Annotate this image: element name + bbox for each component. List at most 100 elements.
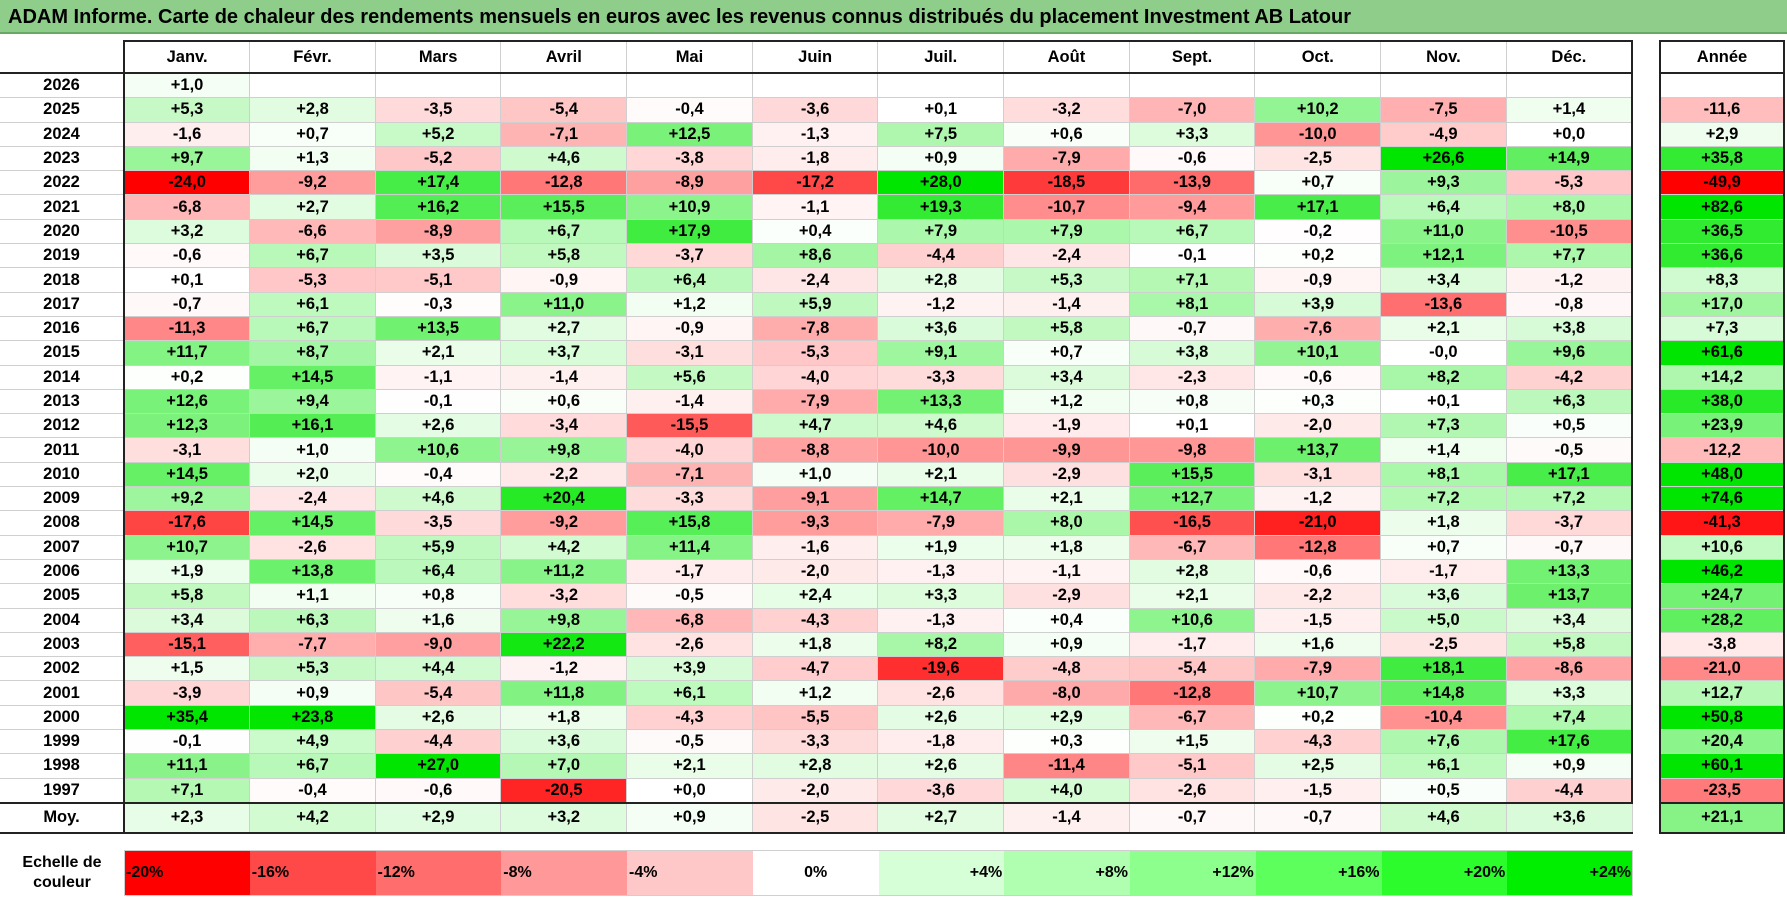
heatmap-cell: +9,4 bbox=[249, 388, 376, 415]
heatmap-cell: -7,8 bbox=[751, 315, 879, 342]
heatmap-cell: -0,4 bbox=[249, 777, 376, 804]
heatmap-cell: -3,3 bbox=[626, 486, 753, 512]
heatmap-cell: +6,7 bbox=[249, 243, 376, 269]
heatmap-cell: +0,8 bbox=[1128, 388, 1256, 415]
heatmap-cell: +0,0 bbox=[1505, 121, 1633, 147]
heatmap-cell: +4,6 bbox=[877, 413, 1005, 439]
heatmap-cell: -6,8 bbox=[123, 194, 251, 220]
year-label: 2024 bbox=[0, 121, 125, 147]
heatmap-cell: +7,5 bbox=[877, 121, 1005, 147]
year-label: 2007 bbox=[0, 534, 125, 560]
heatmap-cell: -7,9 bbox=[751, 388, 879, 415]
heatmap-cell: +10,6 bbox=[374, 437, 502, 463]
year-label: 2002 bbox=[0, 656, 125, 682]
heatmap-cell: -6,8 bbox=[626, 607, 753, 633]
heatmap-cell: -5,3 bbox=[1505, 170, 1633, 196]
year-label: 2020 bbox=[0, 218, 125, 245]
heatmap-cell: +6,4 bbox=[1380, 194, 1507, 220]
heatmap-cell: +0,6 bbox=[1003, 121, 1130, 147]
heatmap-cell: -1,7 bbox=[1128, 631, 1256, 658]
heatmap-cell: +2,8 bbox=[877, 267, 1005, 293]
heatmap-cell: -7,1 bbox=[626, 461, 753, 488]
heatmap-cell: +0,9 bbox=[1505, 753, 1633, 779]
heatmap-cell: +3,4 bbox=[1505, 607, 1633, 633]
heatmap-cell: -1,7 bbox=[626, 558, 753, 585]
year-label: 2023 bbox=[0, 145, 125, 172]
heatmap-cell: -4,9 bbox=[1380, 121, 1507, 147]
heatmap-row: 2003 -15,1 -7,7 -9,0 +22,2 -2,6 +1,8 +8,2 +0,9 -1… bbox=[0, 631, 1633, 658]
heatmap-cell: +0,3 bbox=[1254, 388, 1382, 415]
heatmap-cell: -2,4 bbox=[1003, 243, 1130, 269]
heatmap-cell: -4,4 bbox=[877, 243, 1005, 269]
heatmap-cell: +1,2 bbox=[751, 680, 879, 706]
year-label: 2005 bbox=[0, 583, 125, 609]
heatmap-cell: -10,7 bbox=[1003, 194, 1130, 220]
heatmap-cell: -1,4 bbox=[500, 364, 628, 390]
heatmap-cell: +9,2 bbox=[123, 486, 251, 512]
year-label: 2009 bbox=[0, 486, 125, 512]
heatmap-cell: +0,5 bbox=[1380, 777, 1507, 804]
heatmap-cell: +4,7 bbox=[751, 413, 879, 439]
heatmap-cell: -0,5 bbox=[626, 729, 753, 755]
heatmap-cell: -3,2 bbox=[500, 583, 628, 609]
heatmap-cell: +27,0 bbox=[374, 753, 502, 779]
heatmap-cell: +0,9 bbox=[877, 145, 1005, 172]
heatmap-cell: +7,3 bbox=[1380, 413, 1507, 439]
heatmap-cell: +2,8 bbox=[249, 97, 376, 123]
heatmap-cell: +1,3 bbox=[249, 145, 376, 172]
heatmap-cell: +10,7 bbox=[123, 534, 251, 560]
heatmap-cell: +17,1 bbox=[1505, 461, 1633, 488]
heatmap-row: 2023 +9,7 +1,3 -5,2 +4,6 -3,8 -1,8 +0,9 -7,9 -0,6… bbox=[0, 145, 1633, 172]
heatmap-cell: +2,6 bbox=[374, 413, 502, 439]
heatmap-cell: -6,7 bbox=[1128, 704, 1256, 731]
average-cell: +3,6 bbox=[1505, 801, 1633, 834]
heatmap-cell: +1,5 bbox=[123, 656, 251, 682]
heatmap-cell: +23,8 bbox=[249, 704, 376, 731]
annual-cell: +82,6 bbox=[1659, 194, 1785, 220]
heatmap-row: 2026 +1,0 bbox=[0, 72, 1633, 99]
heatmap-cell bbox=[1505, 72, 1633, 99]
heatmap-cell: -1,6 bbox=[123, 121, 251, 147]
heatmap-row: 2008 -17,6 +14,5 -3,5 -9,2 +15,8 -9,3 -7,9 +8,0-… bbox=[0, 510, 1633, 536]
heatmap-cell: +0,7 bbox=[1003, 340, 1130, 366]
heatmap-cell: -8,9 bbox=[374, 218, 502, 245]
heatmap-cell: +5,8 bbox=[1505, 631, 1633, 658]
heatmap-cell: +0,7 bbox=[249, 121, 376, 147]
heatmap-cell: +11,0 bbox=[500, 291, 628, 317]
heatmap-cell: +4,2 bbox=[500, 534, 628, 560]
heatmap-cell: +14,5 bbox=[249, 364, 376, 390]
annual-cell: +48,0 bbox=[1659, 461, 1785, 488]
month-header: Févr. bbox=[249, 40, 376, 74]
heatmap-cell: -1,1 bbox=[374, 364, 502, 390]
heatmap-cell: +17,6 bbox=[1505, 729, 1633, 755]
annual-cell: +12,7 bbox=[1659, 680, 1785, 706]
heatmap-cell: +4,6 bbox=[500, 145, 628, 172]
heatmap-cell: -6,6 bbox=[249, 218, 376, 245]
heatmap-cell: +1,8 bbox=[1003, 534, 1130, 560]
heatmap-cell: +1,9 bbox=[123, 558, 251, 585]
heatmap-row: 2013 +12,6 +9,4 -0,1 +0,6 -1,4 -7,9 +13,3 +1,2 +0… bbox=[0, 388, 1633, 415]
heatmap-cell: +12,6 bbox=[123, 388, 251, 415]
heatmap-cell: +18,1 bbox=[1380, 656, 1507, 682]
heatmap-cell: -15,5 bbox=[626, 413, 753, 439]
heatmap-cell: +3,3 bbox=[1128, 121, 1256, 147]
color-scale-step: -4% bbox=[627, 850, 753, 896]
annual-body: -11,6 +2,9 +35,8 -49,9 +82,6 +36,5 +36,6 +8,3 +1… bbox=[1659, 72, 1785, 804]
heatmap-cell: +0,1 bbox=[1128, 413, 1256, 439]
heatmap-cell bbox=[751, 72, 879, 99]
average-cell: +4,6 bbox=[1380, 801, 1507, 834]
heatmap-cell: -1,4 bbox=[626, 388, 753, 415]
heatmap-cell: -0,1 bbox=[1128, 243, 1256, 269]
heatmap-cell: +13,7 bbox=[1254, 437, 1382, 463]
average-cell: +2,3 bbox=[123, 801, 251, 834]
heatmap-cell: -1,2 bbox=[500, 656, 628, 682]
heatmap-cell: -9,3 bbox=[751, 510, 879, 536]
heatmap-cell: +8,7 bbox=[249, 340, 376, 366]
heatmap-cell: +7,9 bbox=[1003, 218, 1130, 245]
heatmap-cell: +2,9 bbox=[1003, 704, 1130, 731]
heatmap-cell: +0,1 bbox=[877, 97, 1005, 123]
heatmap-cell: +2,6 bbox=[877, 704, 1005, 731]
heatmap-cell: +0,2 bbox=[1254, 243, 1382, 269]
heatmap-cell: -4,3 bbox=[1254, 729, 1382, 755]
color-scale: Echelle de couleur -20% -16% -12% -8% -4% 0% +… bbox=[0, 850, 1633, 896]
